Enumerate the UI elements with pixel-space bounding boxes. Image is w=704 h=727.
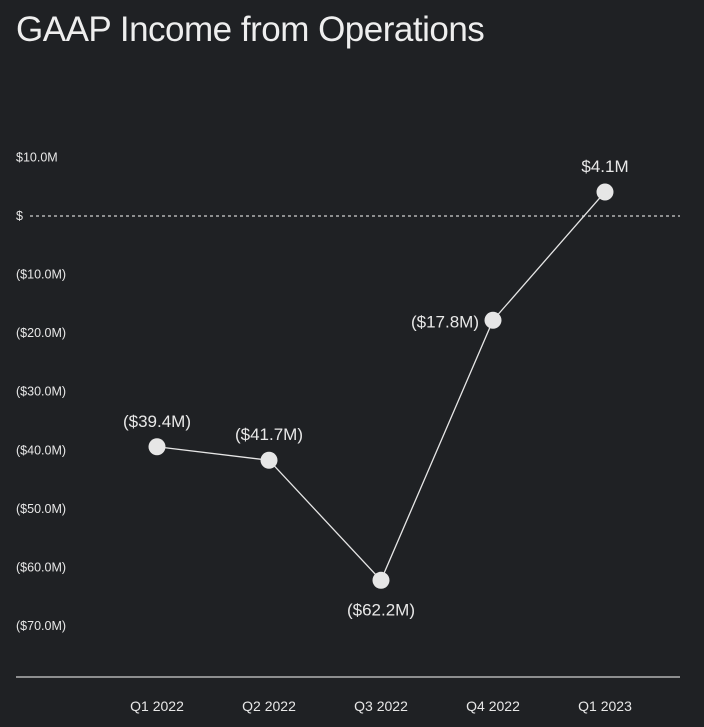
data-point xyxy=(596,183,614,201)
data-label: $4.1M xyxy=(581,157,628,176)
data-label: ($62.2M) xyxy=(347,600,415,619)
x-tick-label: Q1 2022 xyxy=(130,698,184,714)
chart-title: GAAP Income from Operations xyxy=(16,10,485,49)
data-label: ($41.7M) xyxy=(235,425,303,444)
x-tick-label: Q3 2022 xyxy=(354,698,408,714)
y-tick-label: ($20.0M) xyxy=(16,326,66,340)
series-line xyxy=(156,191,606,582)
x-tick-label: Q1 2023 xyxy=(578,698,632,714)
y-tick-label: ($10.0M) xyxy=(16,268,66,282)
y-tick-label: $10.0M xyxy=(16,150,58,164)
y-tick-label: ($70.0M) xyxy=(16,619,66,633)
x-tick-label: Q2 2022 xyxy=(242,698,296,714)
data-point xyxy=(372,571,390,589)
y-tick-label: ($40.0M) xyxy=(16,443,66,457)
data-point xyxy=(260,451,278,469)
y-tick-label: ($50.0M) xyxy=(16,502,66,516)
data-label: ($17.8M) xyxy=(411,312,479,331)
data-label: ($39.4M) xyxy=(123,412,191,431)
y-tick-label: ($30.0M) xyxy=(16,385,66,399)
x-tick-label: Q4 2022 xyxy=(466,698,520,714)
y-tick-label: ($60.0M) xyxy=(16,560,66,574)
data-point xyxy=(484,311,502,329)
y-tick-label: $ xyxy=(16,209,23,223)
data-point xyxy=(148,438,166,456)
